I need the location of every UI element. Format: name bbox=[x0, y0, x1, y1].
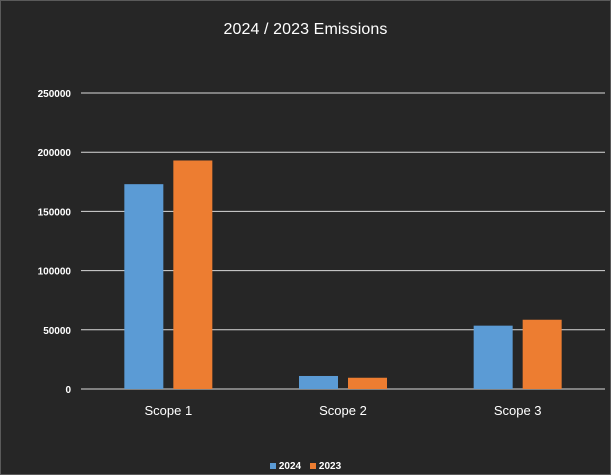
legend: 2024 2023 bbox=[1, 461, 610, 473]
bar-2023-scope-3 bbox=[522, 319, 562, 389]
x-category-label: Scope 2 bbox=[319, 403, 367, 418]
bar-2024-scope-3 bbox=[473, 325, 513, 389]
gridlines bbox=[81, 92, 605, 390]
chart-title: 2024 / 2023 Emissions bbox=[223, 21, 388, 38]
legend-item-series-1: 2023 bbox=[309, 460, 342, 472]
y-tick-label: 50000 bbox=[43, 326, 71, 337]
bar-2023-scope-1 bbox=[173, 160, 213, 389]
y-tick-label: 100000 bbox=[38, 267, 72, 278]
bar-2024-scope-2 bbox=[299, 375, 338, 389]
legend-label-series-1: 2023 bbox=[318, 460, 342, 472]
y-tick-label: 0 bbox=[65, 385, 71, 396]
bars bbox=[124, 160, 562, 389]
bar-2024-scope-1 bbox=[124, 184, 164, 389]
legend-label-series-0: 2024 bbox=[278, 460, 302, 472]
x-axis-category-labels: Scope 1 Scope 2 Scope 3 bbox=[144, 403, 541, 418]
legend-swatch-series-1 bbox=[309, 463, 316, 469]
y-tick-label: 250000 bbox=[38, 89, 72, 100]
bar-2023-scope-2 bbox=[348, 377, 387, 389]
legend-item-series-0: 2024 bbox=[269, 460, 302, 472]
y-tick-label: 150000 bbox=[38, 207, 72, 218]
y-tick-label: 200000 bbox=[38, 148, 72, 159]
legend-swatch-series-0 bbox=[269, 463, 276, 469]
y-axis-tick-labels: 0 50000 100000 150000 200000 250000 bbox=[38, 89, 72, 396]
x-category-label: Scope 1 bbox=[144, 403, 192, 418]
x-category-label: Scope 3 bbox=[494, 403, 542, 418]
